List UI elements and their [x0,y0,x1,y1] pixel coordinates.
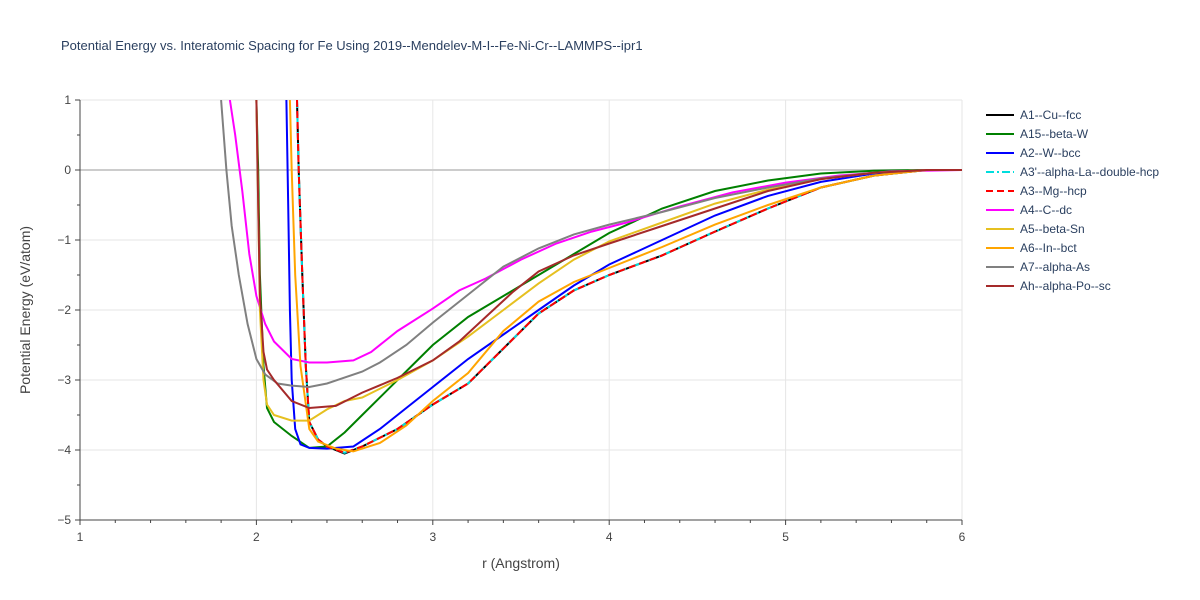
legend-label: A2--W--bcc [1020,146,1080,160]
x-axis-title: r (Angstrom) [482,555,560,571]
legend-label: A5--beta-Sn [1020,222,1085,236]
x-tick-label: 2 [253,530,260,544]
legend-item-5[interactable]: A3--Mg--hcp [986,184,1087,198]
legend-item-9[interactable]: A7--alpha-As [986,260,1090,274]
legend[interactable]: A1--Cu--fcc A15--beta-W A2--W--bcc A3'--alp… [986,108,1159,293]
y-tick-label: −2 [57,303,71,317]
y-tick-label: 1 [64,93,71,107]
x-tick-label: 1 [77,530,84,544]
y-axis-ticks: −5 −4 −3 −2 −1 0 1 [57,93,80,527]
series-line-9 [220,100,962,389]
x-tick-label: 4 [606,530,613,544]
legend-label: A3'--alpha-La--double-hcp [1020,165,1159,179]
legend-item-8[interactable]: A6--In--bct [986,241,1077,255]
legend-item-7[interactable]: A5--beta-Sn [986,222,1085,236]
x-tick-label: 6 [959,530,966,544]
legend-label: A4--C--dc [1020,203,1072,217]
legend-label: A15--beta-W [1020,127,1089,141]
y-tick-label: −3 [57,373,71,387]
legend-label: A7--alpha-As [1020,260,1090,274]
y-tick-label: −4 [57,443,71,457]
x-tick-label: 5 [782,530,789,544]
series-lines [220,100,962,455]
series-line-10 [255,100,962,410]
chart-title: Potential Energy vs. Interatomic Spacing… [61,38,643,53]
legend-item-1[interactable]: A1--Cu--fcc [986,108,1081,122]
legend-label: Ah--alpha-Po--sc [1020,279,1111,293]
legend-item-2[interactable]: A15--beta-W [986,127,1089,141]
series-line-2 [255,100,962,449]
legend-label: A3--Mg--hcp [1020,184,1087,198]
x-tick-label: 3 [429,530,436,544]
y-tick-label: −1 [57,233,71,247]
legend-item-4[interactable]: A3'--alpha-La--double-hcp [986,165,1159,179]
series-line-6 [228,100,962,364]
legend-label: A1--Cu--fcc [1020,108,1081,122]
y-tick-label: 0 [64,163,71,177]
x-axis-ticks: 1 2 3 4 5 6 [77,520,966,544]
y-axis-title: Potential Energy (eV/atom) [17,226,33,394]
series-line-8 [288,100,962,453]
legend-item-3[interactable]: A2--W--bcc [986,146,1080,160]
legend-item-10[interactable]: Ah--alpha-Po--sc [986,279,1111,293]
series-line-5 [296,100,962,454]
legend-item-6[interactable]: A4--C--dc [986,203,1072,217]
y-tick-label: −5 [57,513,71,527]
legend-label: A6--In--bct [1020,241,1077,255]
